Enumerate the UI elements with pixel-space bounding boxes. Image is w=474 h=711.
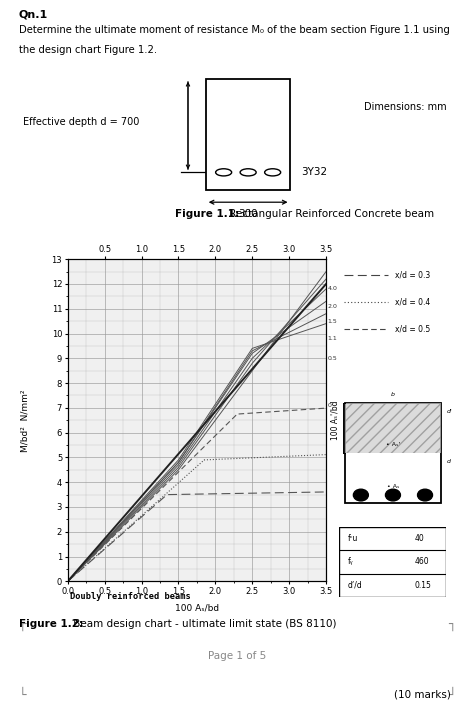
Text: x/d = 0.3: x/d = 0.3 xyxy=(395,270,430,279)
Text: Rectangular Reinforced Concrete beam: Rectangular Reinforced Concrete beam xyxy=(226,209,434,219)
Text: 100 Aₛ'/bd: 100 Aₛ'/bd xyxy=(330,400,339,440)
Text: ┘: ┘ xyxy=(448,689,456,702)
Text: 3Y32: 3Y32 xyxy=(301,167,328,177)
Bar xyxy=(206,79,291,191)
Text: Beam design chart - ultimate limit state (BS 8110): Beam design chart - ultimate limit state… xyxy=(70,619,337,629)
Text: 300: 300 xyxy=(238,209,258,219)
Text: M/bd²  N/mm²: M/bd² N/mm² xyxy=(21,389,30,451)
Text: Dimensions: mm: Dimensions: mm xyxy=(364,102,447,112)
Text: Qn.1: Qn.1 xyxy=(18,9,48,19)
Circle shape xyxy=(216,169,232,176)
Text: 100 Aₛ/bd: 100 Aₛ/bd xyxy=(175,604,219,612)
Text: └: └ xyxy=(18,689,26,702)
Text: ┐: ┐ xyxy=(448,618,456,631)
Text: Page 1 of 5: Page 1 of 5 xyxy=(208,651,266,661)
Text: Effective depth d = 700: Effective depth d = 700 xyxy=(23,117,139,127)
Text: the design chart Figure 1.2.: the design chart Figure 1.2. xyxy=(18,45,157,55)
Circle shape xyxy=(240,169,256,176)
Text: Figure 1.2:: Figure 1.2: xyxy=(18,619,83,629)
Text: x/d = 0.4: x/d = 0.4 xyxy=(395,297,430,306)
Circle shape xyxy=(264,169,281,176)
Text: Figure 1.1:: Figure 1.1: xyxy=(174,209,239,219)
Text: x/d = 0.5: x/d = 0.5 xyxy=(395,324,430,333)
Text: (10 marks): (10 marks) xyxy=(394,690,451,700)
Text: ┌: ┌ xyxy=(18,618,26,631)
Text: Doubly reinforced beams: Doubly reinforced beams xyxy=(70,592,191,601)
Text: Determine the ultimate moment of resistance M₀ of the beam section Figure 1.1 us: Determine the ultimate moment of resista… xyxy=(18,25,449,35)
